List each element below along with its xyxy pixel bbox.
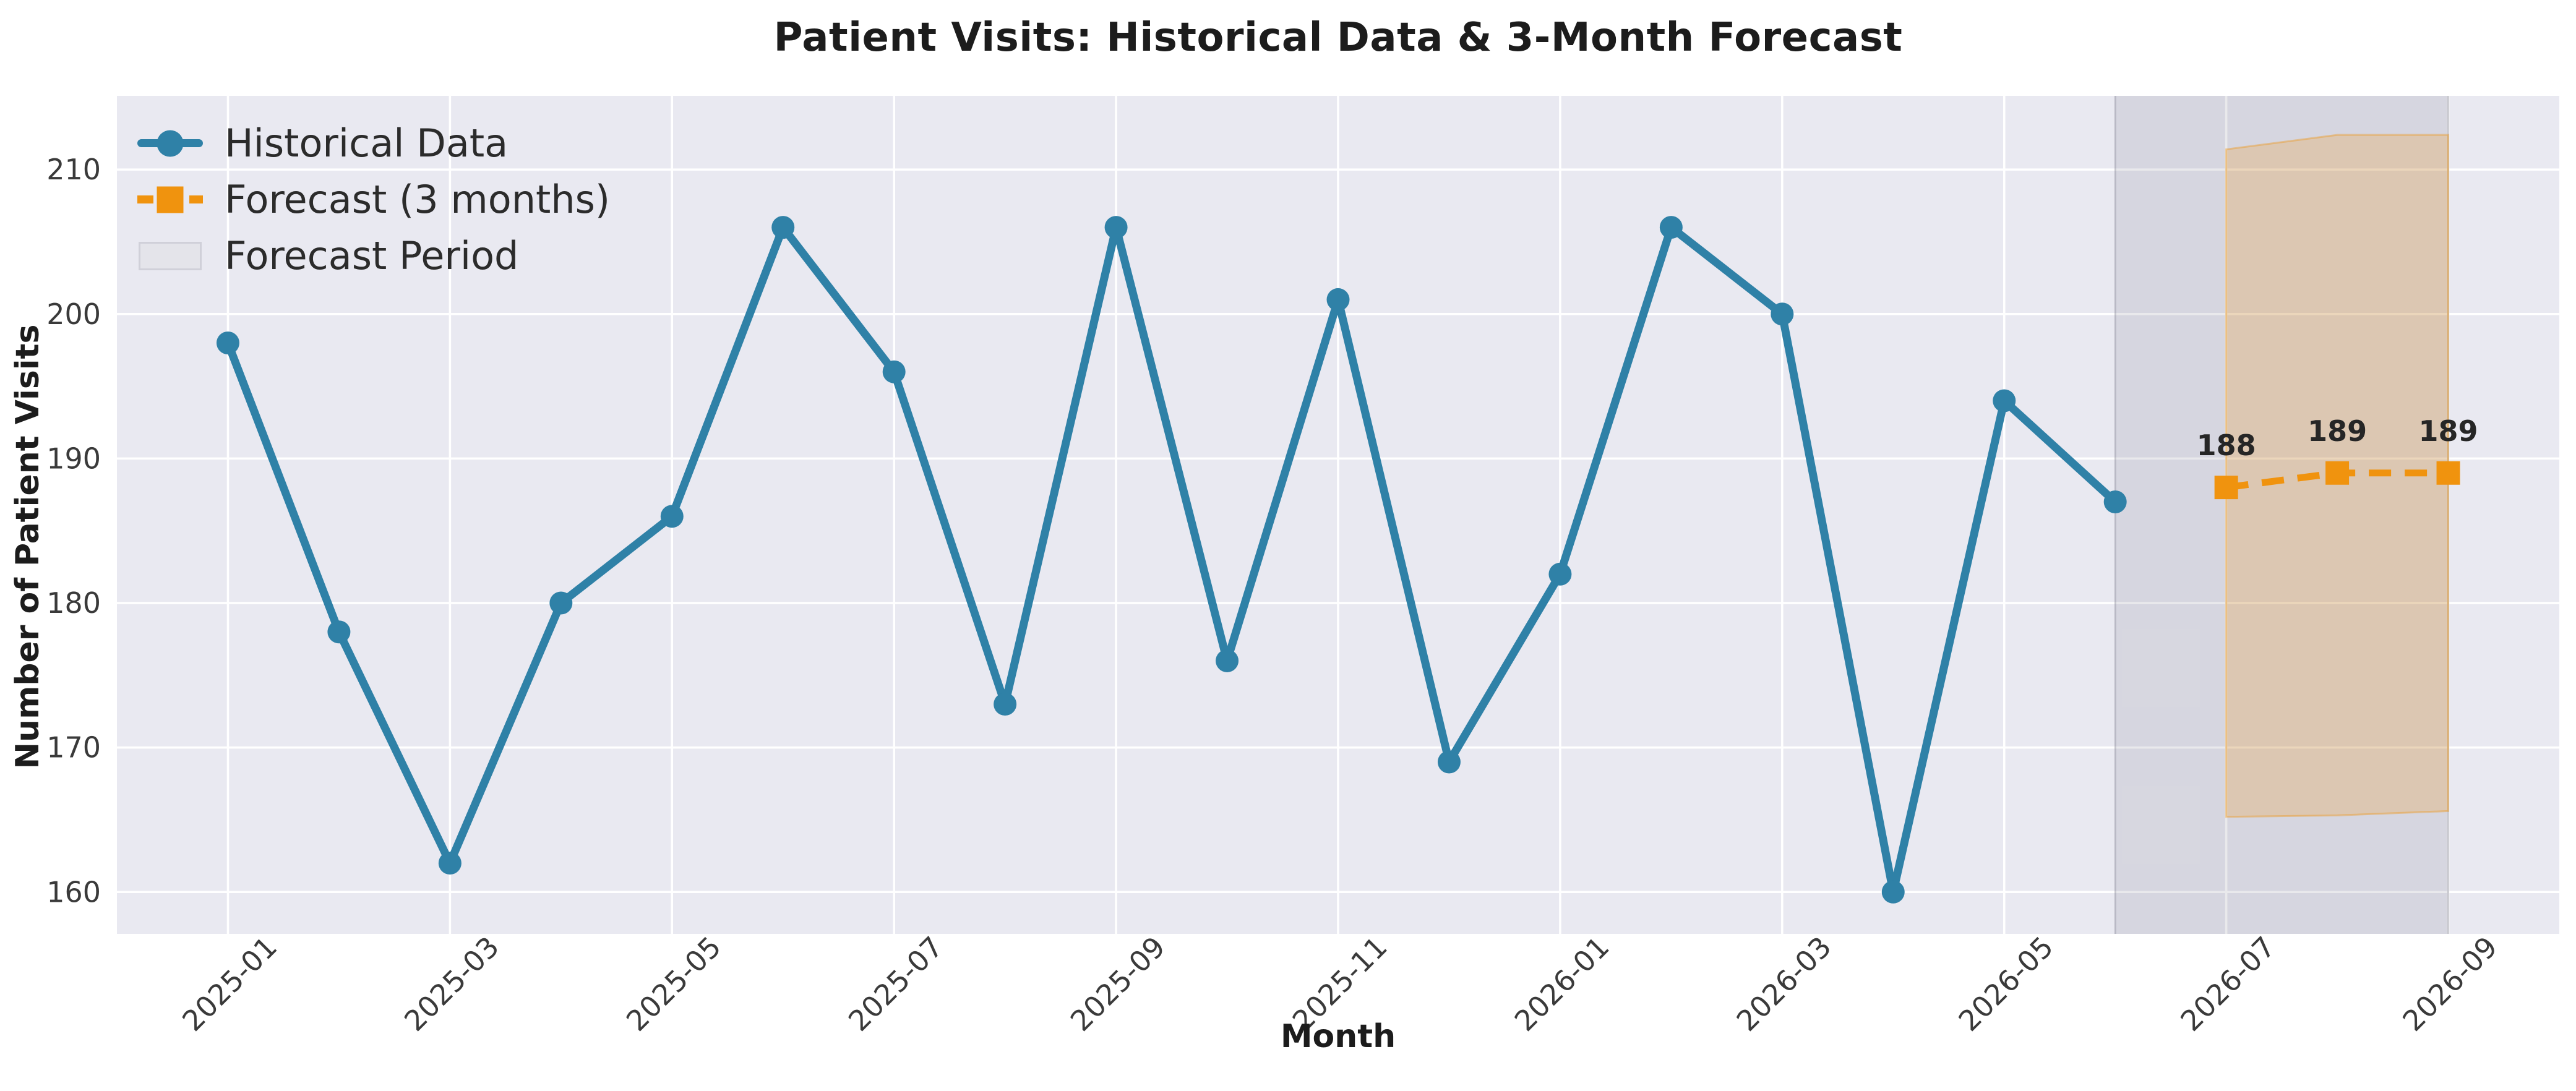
historical-line-icon <box>137 121 203 166</box>
forecast-value-label-2026-07: 188 <box>2197 429 2256 462</box>
legend-item-historical: Historical Data <box>137 115 610 171</box>
forecast-period-patch-icon <box>137 234 203 278</box>
y-tick-label-160: 160 <box>46 875 101 909</box>
y-tick-label-170: 170 <box>46 731 101 764</box>
historical-point-2025-04 <box>549 591 573 615</box>
historical-point-2026-03 <box>1771 302 1794 326</box>
y-axis-label: Number of Patient Visits <box>9 324 46 769</box>
chart-title: Patient Visits: Historical Data & 3-Mont… <box>773 15 1903 61</box>
historical-point-2026-01 <box>1548 562 1572 586</box>
historical-point-2025-03 <box>438 852 462 875</box>
historical-point-2025-10 <box>1216 649 1239 672</box>
forecast-point-2026-08 <box>2325 461 2350 485</box>
legend-label-forecast-period: Forecast Period <box>225 233 519 278</box>
historical-point-2025-05 <box>660 505 684 528</box>
historical-point-2025-01 <box>216 331 239 354</box>
legend-item-forecast: Forecast (3 months) <box>137 171 610 228</box>
x-axis-label: Month <box>1280 1018 1396 1055</box>
historical-point-2025-12 <box>1437 750 1461 774</box>
legend: Historical Data Forecast (3 months) Fore… <box>137 115 610 284</box>
historical-point-2026-06 <box>2103 490 2127 513</box>
historical-series-line <box>223 223 2119 896</box>
forecast-dashed-line-icon <box>137 178 203 222</box>
forecast-value-label-2026-09: 189 <box>2419 414 2478 448</box>
historical-point-2026-04 <box>1881 880 1905 904</box>
legend-label-historical: Historical Data <box>225 121 509 166</box>
forecast-point-2026-07 <box>2214 476 2238 500</box>
forecast-point-2026-09 <box>2436 461 2460 485</box>
historical-point-2026-05 <box>1993 389 2016 413</box>
historical-point-2026-02 <box>1659 216 1683 239</box>
forecast-period-region <box>2115 96 2449 934</box>
historical-point-2025-09 <box>1104 216 1128 239</box>
historical-point-2025-08 <box>994 693 1017 716</box>
historical-point-2025-06 <box>771 216 795 239</box>
y-tick-label-190: 190 <box>46 442 101 475</box>
historical-point-2025-02 <box>327 620 351 644</box>
legend-label-forecast: Forecast (3 months) <box>225 177 611 222</box>
historical-point-2025-11 <box>1326 288 1350 311</box>
y-tick-label-210: 210 <box>46 153 101 186</box>
forecast-value-label-2026-08: 189 <box>2308 414 2367 448</box>
legend-item-forecast-period: Forecast Period <box>137 228 610 284</box>
y-tick-label-180: 180 <box>46 586 101 620</box>
y-tick-label-200: 200 <box>46 297 101 331</box>
historical-point-2025-07 <box>882 360 906 383</box>
